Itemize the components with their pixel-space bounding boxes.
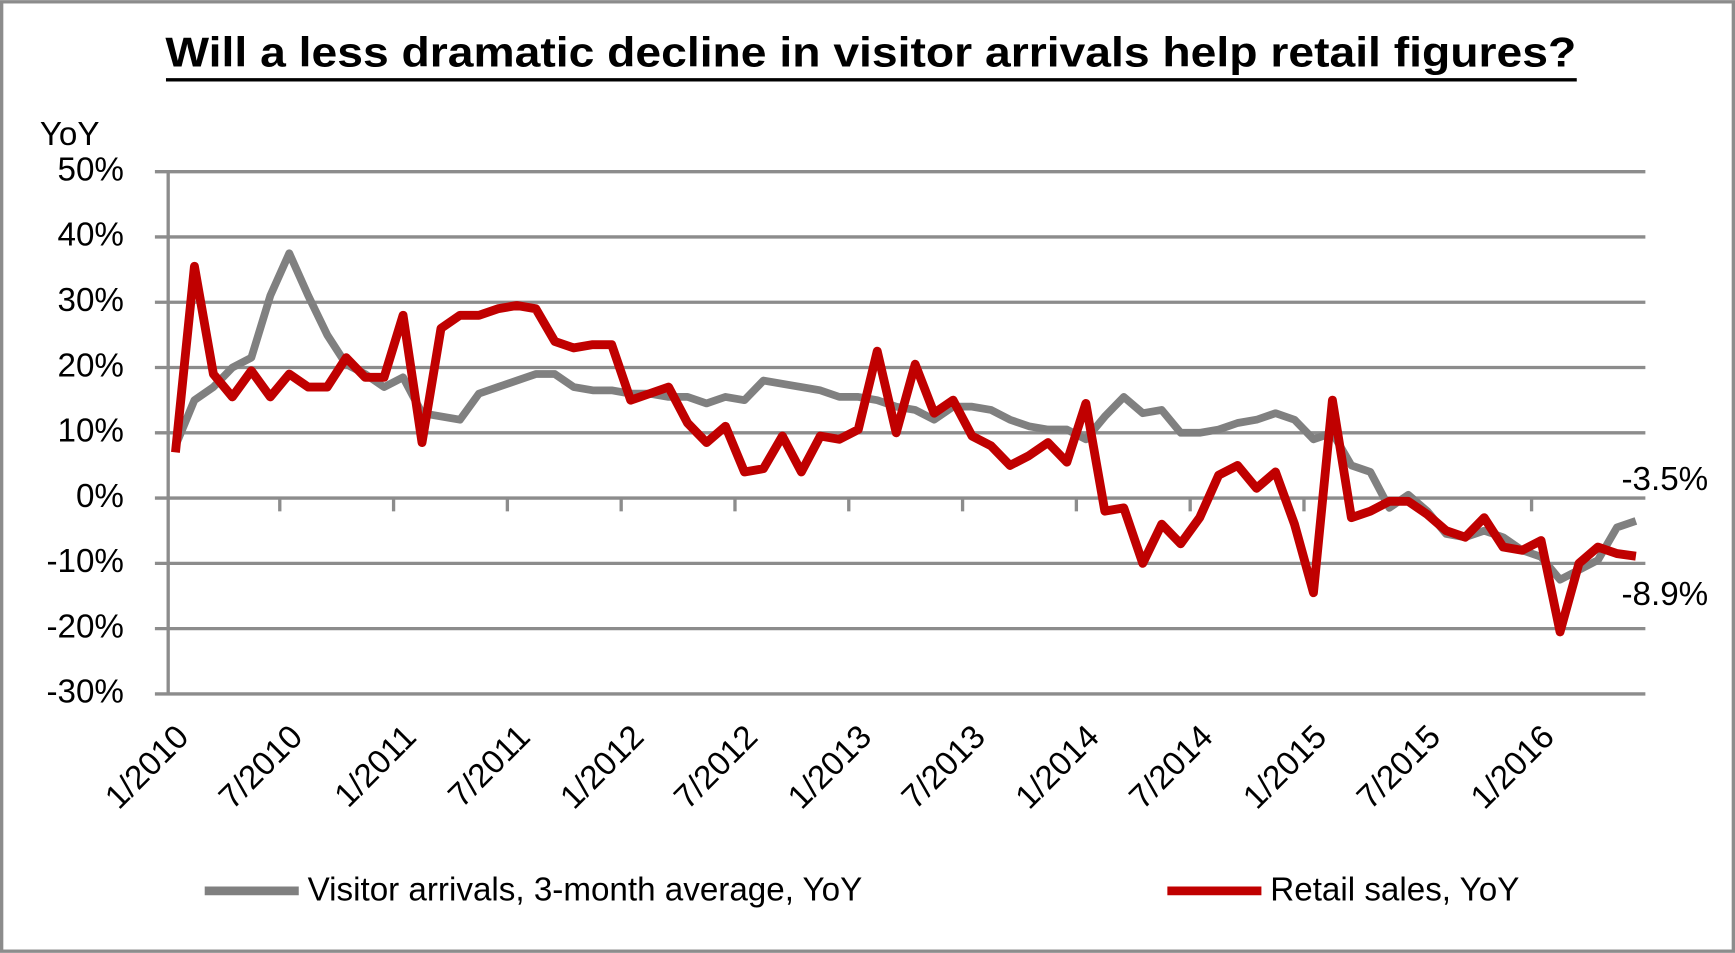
y-tick-label: 20% [57,347,123,384]
data-label: -3.5% [1622,461,1709,498]
y-tick-label: -10% [46,543,123,580]
y-axis-label: YoY [40,116,100,153]
chart-title: Will a less dramatic decline in visitor … [165,29,1576,76]
y-tick-label: 0% [76,478,124,515]
legend-label: Visitor arrivals, 3-month average, YoY [308,872,863,909]
y-tick-label: 40% [57,217,123,254]
y-tick-label: -30% [46,674,123,711]
data-label: -8.9% [1622,576,1709,613]
series-line [171,261,1637,637]
y-tick-label: -20% [46,608,123,645]
y-tick-label: 50% [57,151,123,188]
legend-label: Retail sales, YoY [1270,872,1519,909]
y-tick-label: 10% [57,413,123,450]
y-tick-label: 30% [57,282,123,319]
